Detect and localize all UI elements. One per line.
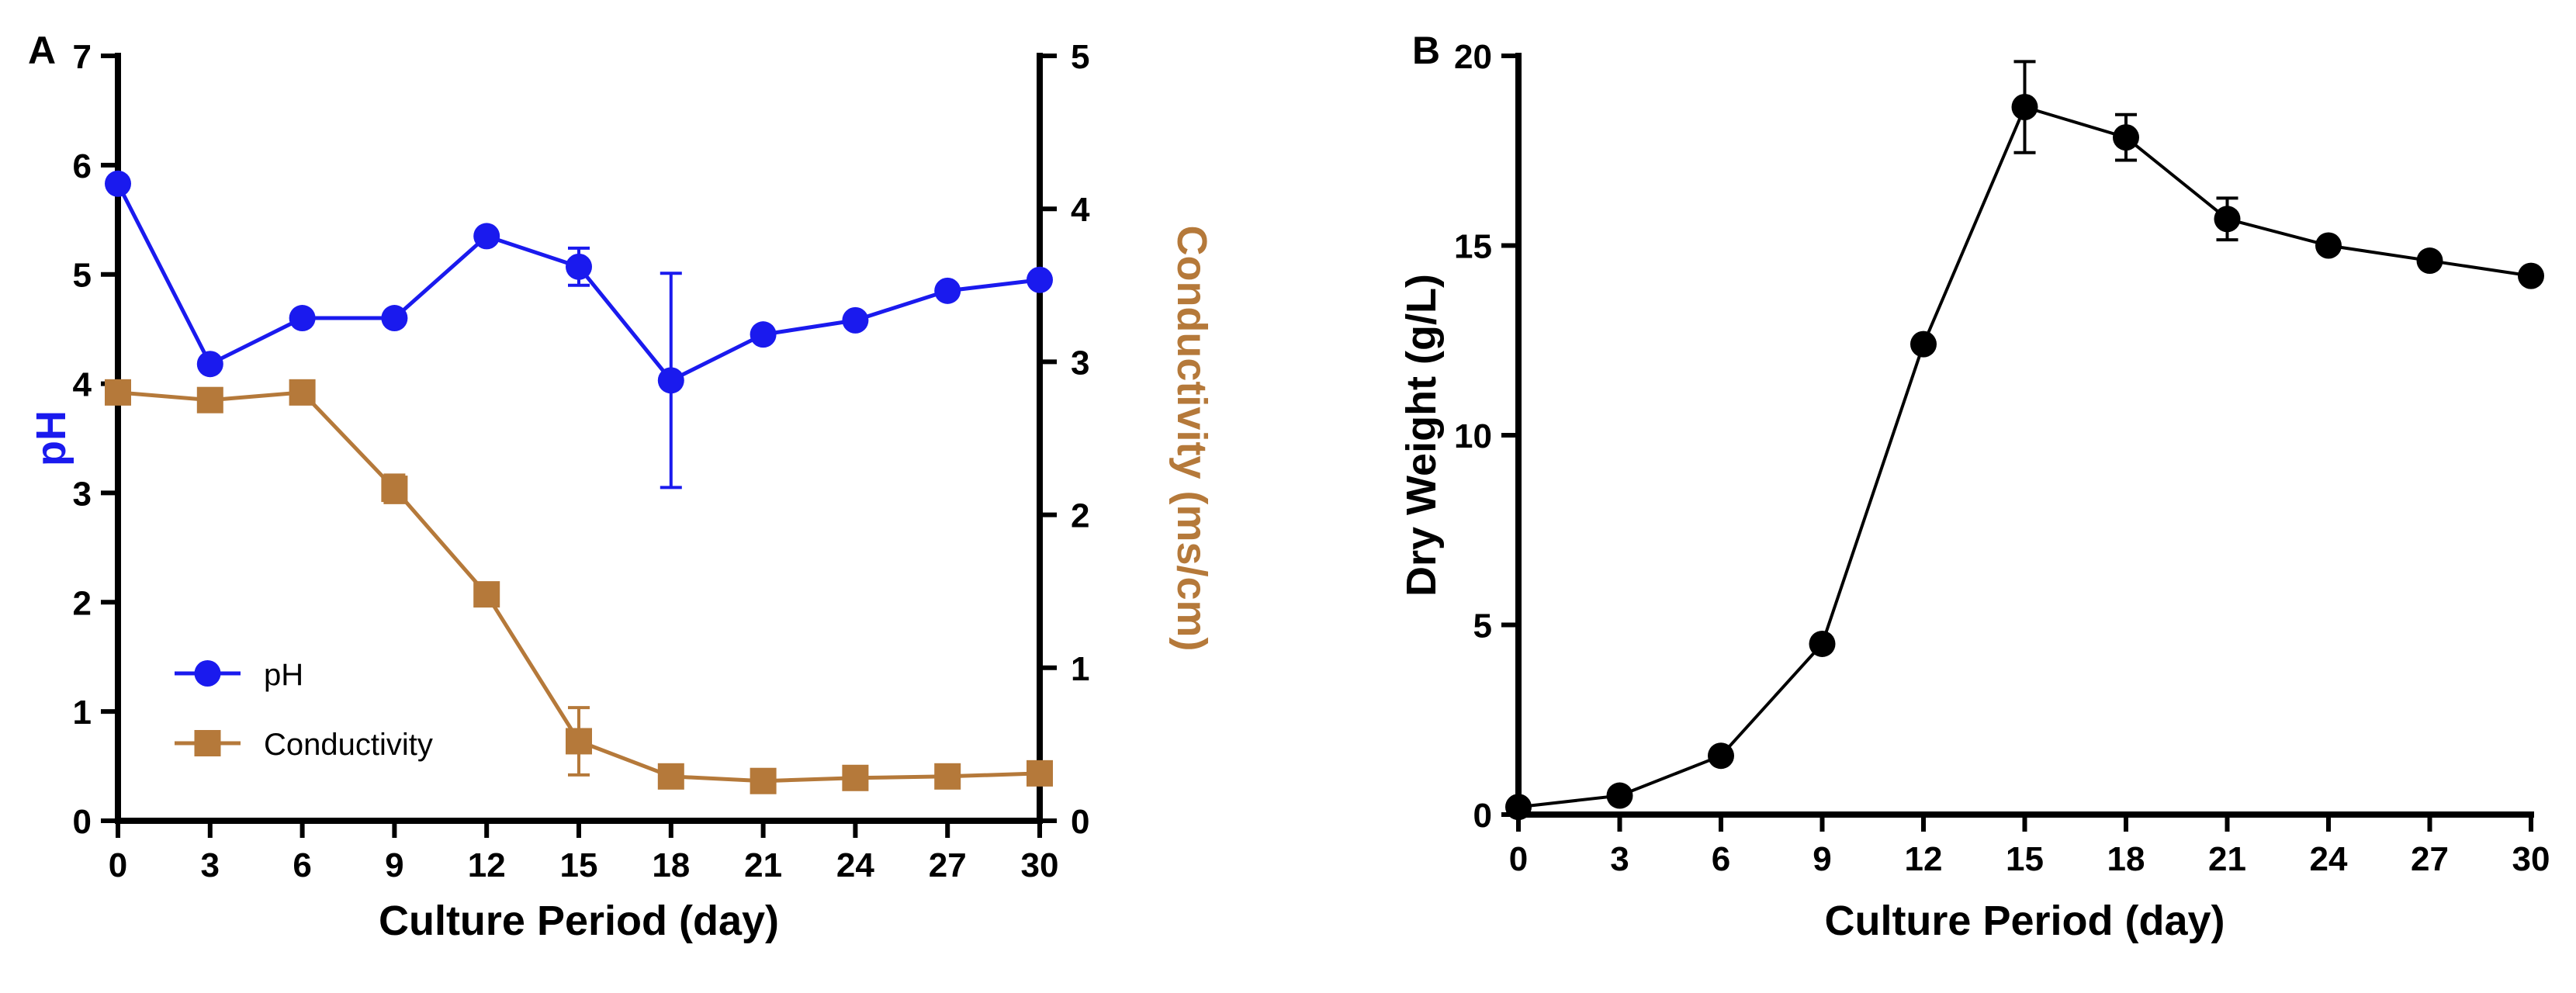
data-point	[750, 767, 777, 794]
left-y-tick-label: 6	[73, 147, 92, 185]
right-y-tick-label: 3	[1071, 344, 1089, 382]
data-point	[1910, 330, 1937, 358]
x-tick-label: 0	[109, 846, 127, 884]
data-point	[1809, 630, 1836, 657]
data-point	[1606, 782, 1633, 809]
x-tick-label: 9	[1813, 840, 1831, 878]
data-point	[2011, 94, 2038, 121]
series-ph	[105, 170, 1053, 490]
data-point	[473, 581, 500, 608]
panel-b-chart: B 0 3 6 9 12 15 18 21 24 27 30 0 5 10 15 20 Culture Perio…	[1398, 29, 2550, 944]
x-tick-label: 24	[836, 846, 874, 884]
data-point	[2416, 247, 2443, 275]
x-tick-label: 9	[385, 846, 403, 884]
x-tick-label: 0	[1509, 840, 1528, 878]
data-point	[934, 277, 961, 304]
data-point	[657, 367, 684, 394]
data-point	[566, 728, 592, 755]
x-tick-label: 12	[468, 846, 506, 884]
data-point	[657, 763, 684, 790]
data-point	[289, 305, 316, 332]
data-point	[2518, 262, 2544, 289]
right-y-tick-label: 4	[1071, 191, 1090, 229]
x-axis-title: Culture Period (day)	[1824, 898, 2225, 944]
x-tick-label: 15	[560, 846, 598, 884]
series-dry-weight	[1505, 60, 2544, 821]
data-point	[381, 476, 408, 503]
panel-letter-b: B	[1412, 29, 1440, 72]
data-point	[2315, 232, 2342, 259]
data-point	[566, 253, 592, 280]
x-tick-label: 18	[2107, 840, 2145, 878]
left-y-tick-label: 0	[73, 803, 92, 841]
legend-marker-conductivity	[194, 730, 221, 756]
data-point	[842, 764, 869, 791]
data-point	[289, 379, 316, 406]
series-conductivity	[105, 379, 1053, 794]
x-tick-label: 6	[293, 846, 311, 884]
x-tick-label: 15	[2006, 840, 2044, 878]
data-point	[2113, 124, 2139, 151]
x-tick-label: 27	[929, 846, 967, 884]
legend-marker-ph	[194, 660, 221, 687]
data-point	[1027, 759, 1053, 787]
x-tick-label: 18	[652, 846, 690, 884]
data-point	[842, 306, 869, 334]
right-y-tick-label: 0	[1071, 803, 1089, 841]
left-y-tick-label: 1	[73, 694, 92, 732]
data-point	[381, 305, 408, 332]
data-point	[196, 351, 223, 378]
series-line	[1518, 105, 2532, 809]
y-tick-label: 15	[1454, 228, 1492, 266]
left-y-tick-label: 3	[73, 475, 92, 513]
x-tick-label: 24	[2310, 840, 2348, 878]
y-tick-label: 20	[1454, 38, 1492, 76]
x-tick-label: 3	[201, 846, 220, 884]
x-tick-label: 6	[1712, 840, 1730, 878]
data-point	[750, 321, 777, 348]
legend-label-ph: pH	[264, 658, 303, 692]
data-point	[473, 223, 500, 250]
x-tick-label: 30	[2512, 840, 2550, 878]
x-tick-label: 3	[1610, 840, 1629, 878]
x-axis-title: Culture Period (day)	[379, 898, 779, 944]
x-tick-label: 30	[1021, 846, 1059, 884]
legend-label-conductivity: Conductivity	[264, 728, 433, 762]
y-tick-label: 0	[1473, 797, 1492, 835]
y-tick-label: 10	[1454, 417, 1492, 455]
data-point	[1505, 794, 1532, 821]
legend: pH Conductivity	[175, 658, 433, 762]
panel-letter-a: A	[28, 29, 56, 72]
right-y-tick-label: 5	[1071, 38, 1089, 76]
right-y-axis-title: Conductivity (ms/cm)	[1169, 225, 1215, 651]
data-point	[196, 386, 223, 413]
data-point	[105, 379, 131, 406]
data-point	[1027, 266, 1053, 293]
x-tick-label: 27	[2411, 840, 2449, 878]
left-y-axis-title: pH	[28, 410, 74, 466]
left-y-tick-label: 7	[73, 38, 92, 76]
left-y-tick-label: 5	[73, 257, 92, 295]
x-tick-label: 21	[744, 846, 782, 884]
left-y-tick-label: 2	[73, 584, 92, 622]
data-point	[2214, 206, 2241, 233]
right-y-tick-label: 2	[1071, 497, 1089, 535]
data-point	[1708, 742, 1734, 770]
panel-a-chart: A0 3 6 9 12 15 18 21 24 27 3001234567012345Culture…	[28, 29, 1215, 944]
x-tick-label: 21	[2208, 840, 2246, 878]
data-point	[934, 763, 961, 790]
x-tick-label: 12	[1905, 840, 1943, 878]
left-y-tick-label: 4	[73, 366, 92, 404]
data-point	[105, 170, 131, 197]
right-y-tick-label: 1	[1071, 650, 1089, 688]
y-axis-title: Dry Weight (g/L)	[1398, 274, 1445, 597]
y-tick-label: 5	[1473, 607, 1492, 645]
